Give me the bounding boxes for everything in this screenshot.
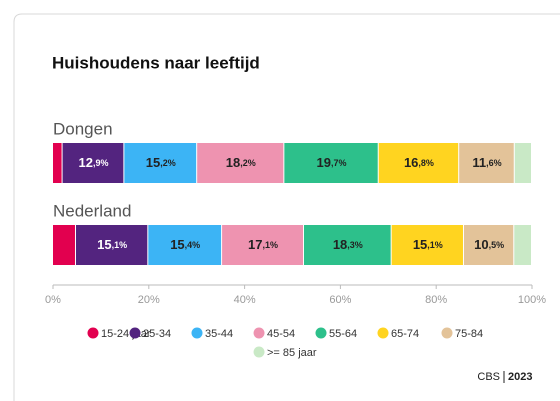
- legend-label: 25-34: [143, 328, 171, 340]
- data-label-int: 15: [146, 155, 160, 170]
- data-label: 19,7%: [317, 155, 347, 170]
- bar-segment: [391, 225, 463, 265]
- data-label-int: 17: [248, 237, 262, 252]
- data-label-int: 12: [78, 155, 92, 170]
- legend-label: 65-74: [391, 328, 419, 340]
- data-label-int: 16: [404, 155, 418, 170]
- data-label-int: 11: [472, 155, 486, 170]
- bar-segment: [514, 143, 531, 183]
- data-label: 18,2%: [226, 155, 256, 170]
- bar-segment: [463, 225, 514, 265]
- legend-label: 45-54: [267, 328, 295, 340]
- data-label-dec: ,4%: [185, 240, 201, 250]
- x-tick-label: 40%: [234, 294, 256, 306]
- bar-segment: [514, 225, 531, 265]
- legend-swatch: [191, 327, 203, 339]
- data-label: 16,8%: [404, 155, 434, 170]
- data-label-int: 10: [474, 237, 488, 252]
- bar-segment: [284, 143, 378, 183]
- data-label-int: 15: [97, 237, 111, 252]
- data-label-int: 19: [317, 155, 331, 170]
- legend-label: 55-64: [329, 328, 357, 340]
- data-label-int: 18: [333, 237, 347, 252]
- data-label-dec: ,6%: [486, 158, 502, 168]
- x-tick-label: 80%: [425, 294, 447, 306]
- data-label-dec: ,5%: [489, 240, 505, 250]
- data-label-int: 15: [413, 237, 427, 252]
- data-label-dec: ,7%: [331, 158, 347, 168]
- year: 2023: [508, 371, 532, 383]
- legend-swatch: [253, 346, 265, 358]
- legend-label: 75-84: [455, 328, 483, 340]
- legend-label: >= 85 jaar: [267, 347, 317, 359]
- x-tick-label: 60%: [329, 294, 351, 306]
- data-label-dec: ,2%: [240, 158, 256, 168]
- data-label: 11,6%: [472, 155, 501, 170]
- chart-title: Huishoudens naar leeftijd: [52, 53, 260, 72]
- data-label-dec: ,9%: [93, 158, 109, 168]
- data-label-dec: ,8%: [418, 158, 434, 168]
- bar-segment: [197, 143, 284, 183]
- bar-segment: [459, 143, 514, 183]
- bar-segment: [53, 225, 75, 265]
- data-label: 15,4%: [170, 237, 200, 252]
- legend-swatch: [315, 327, 327, 339]
- data-label: 10,5%: [474, 237, 504, 252]
- legend-swatch: [377, 327, 389, 339]
- bar-segment: [148, 225, 222, 265]
- data-label-int: 18: [226, 155, 240, 170]
- card-border: [13, 13, 560, 401]
- data-label-dec: ,3%: [347, 240, 363, 250]
- data-label-dec: ,1%: [427, 240, 443, 250]
- data-label-dec: ,2%: [160, 158, 176, 168]
- data-label: 15,1%: [97, 237, 127, 252]
- data-label: 15,2%: [146, 155, 176, 170]
- x-tick-label: 20%: [138, 294, 160, 306]
- legend-swatch: [441, 327, 453, 339]
- data-label-dec: ,1%: [112, 240, 128, 250]
- bar-segment: [222, 225, 303, 265]
- legend-label: 35-44: [205, 328, 233, 340]
- legend-swatch: [129, 327, 141, 339]
- bar-segment: [62, 143, 124, 183]
- data-label: 18,3%: [333, 237, 363, 252]
- legend-swatch: [87, 327, 99, 339]
- data-label-int: 15: [170, 237, 184, 252]
- bar-segment: [378, 143, 459, 183]
- category-label: Dongen: [53, 119, 113, 138]
- legend-swatch: [253, 327, 265, 339]
- data-label-dec: ,1%: [263, 240, 279, 250]
- bar-segment: [75, 225, 148, 265]
- data-label: 15,1%: [413, 237, 443, 252]
- bar-segment: [303, 225, 391, 265]
- data-label: 12,9%: [78, 155, 108, 170]
- x-tick-label: 0%: [45, 294, 61, 306]
- x-tick-label: 100%: [518, 294, 546, 306]
- source: CBS: [477, 371, 500, 383]
- bar-segment: [53, 143, 62, 183]
- data-label: 17,1%: [248, 237, 278, 252]
- category-label: Nederland: [53, 201, 131, 220]
- bar-segment: [124, 143, 197, 183]
